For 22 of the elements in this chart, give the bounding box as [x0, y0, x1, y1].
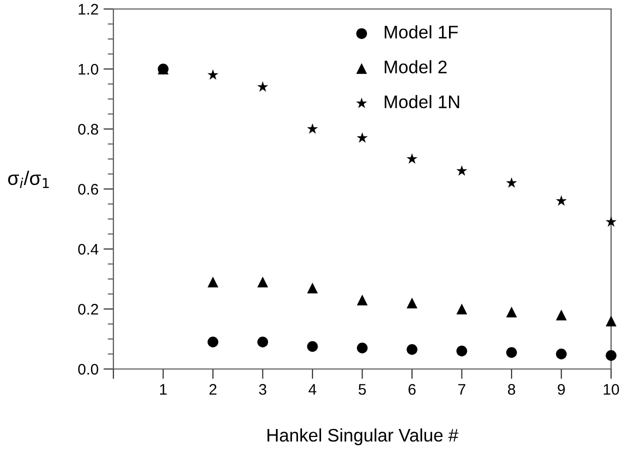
x-tick-label: 3 [259, 384, 266, 395]
x-tick-label: 2 [209, 384, 216, 395]
legend-label: Model 1N [384, 95, 460, 108]
y-tick-label: 0.2 [78, 304, 98, 315]
legend-label: Model 2 [384, 60, 447, 74]
x-axis-title: Hankel Singular Value # [268, 428, 458, 446]
x-tick-label: 10 [604, 384, 619, 395]
x-tick-label: 7 [458, 384, 466, 395]
legend-label: Model 1F [384, 25, 458, 39]
y-tick-label: 0.8 [78, 124, 98, 135]
y-tick-label: 0.6 [78, 184, 98, 195]
x-tick-label: 8 [508, 384, 516, 395]
y-tick-label: 1.0 [78, 64, 98, 75]
y-tick-label: 1.2 [78, 4, 98, 15]
y-tick-label: 0.0 [78, 364, 98, 375]
x-tick-label: 6 [408, 384, 416, 395]
x-tick-label: 1 [160, 384, 167, 395]
x-tick-label: 5 [358, 384, 366, 395]
y-tick-label: 0.4 [78, 244, 98, 255]
x-tick-label: 4 [308, 384, 316, 395]
x-tick-label: 9 [558, 384, 565, 395]
y-axis-title: σ$_{i}$/σ$_{1}$ [8, 170, 49, 188]
